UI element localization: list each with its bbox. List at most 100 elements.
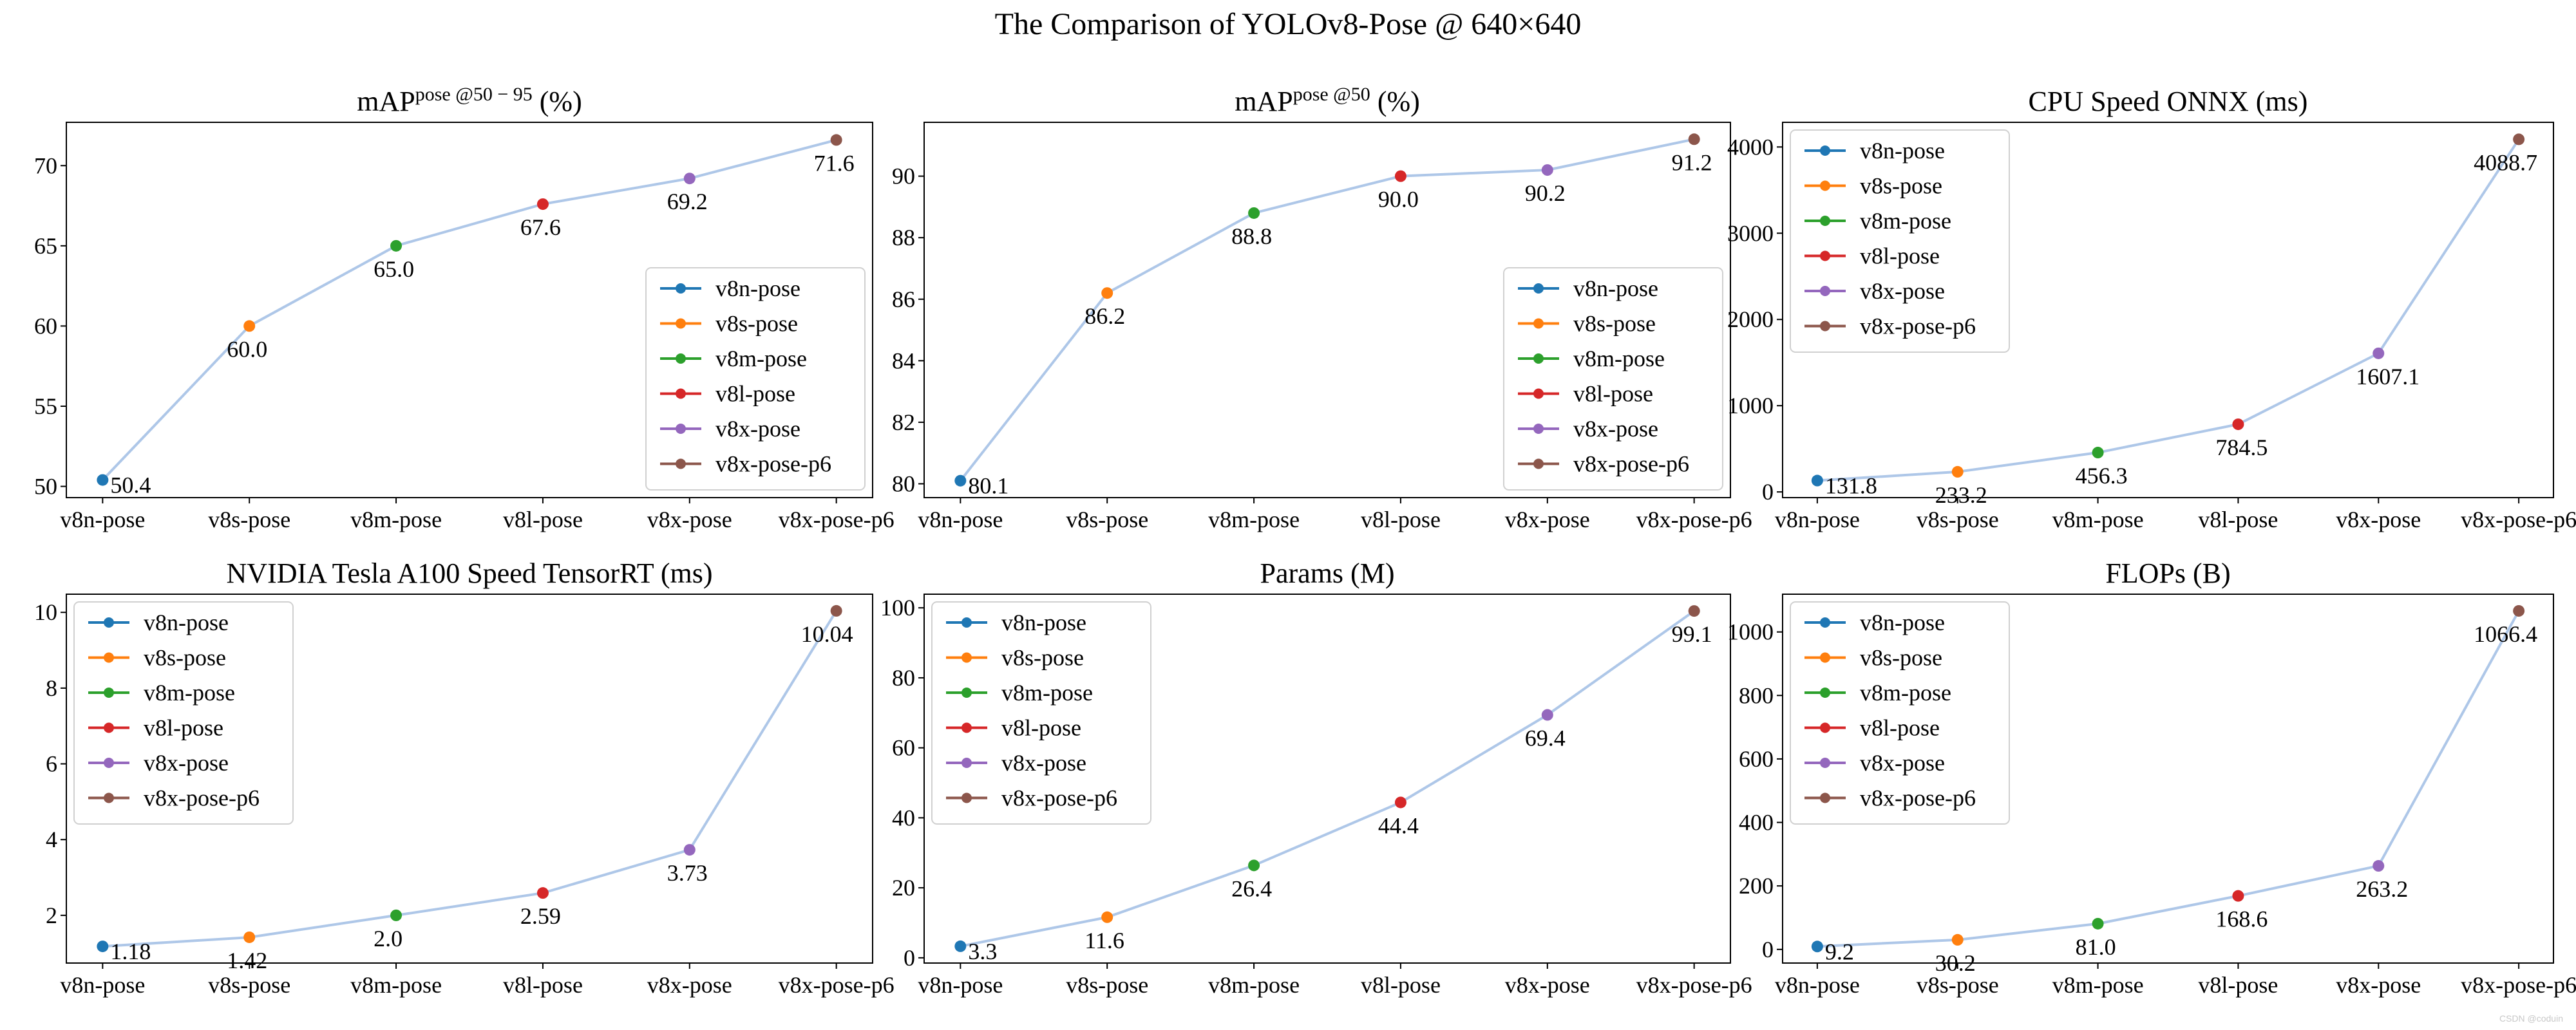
legend-item: v8l-pose (1518, 381, 1653, 407)
series-line (960, 610, 1695, 948)
legend: v8n-pose v8s-pose v8m-pose v8l-pose v8x-pose… (1503, 267, 1723, 491)
legend-swatch-marker (676, 388, 686, 399)
legend-swatch-marker (961, 652, 972, 663)
y-tick-label: 86 (892, 286, 915, 312)
x-tick-label: v8m-pose (350, 507, 442, 532)
legend-swatch-marker (1533, 424, 1544, 434)
data-label: 26.4 (1231, 876, 1272, 901)
legend-label: v8x-pose-p6 (1573, 451, 1689, 477)
legend-item: v8s-pose (1518, 311, 1656, 337)
legend-label: v8x-pose (1860, 750, 1945, 776)
data-point-v8s-pose (1101, 287, 1113, 299)
legend-swatch-marker (676, 353, 686, 364)
legend-swatch-marker (1820, 688, 1830, 698)
legend-label: v8s-pose (144, 645, 226, 671)
data-point-v8n-pose (954, 474, 967, 487)
data-point-v8s-pose (1101, 911, 1113, 923)
data-point-v8n-pose (97, 941, 109, 953)
x-tick-label: v8l-pose (1361, 507, 1441, 532)
legend-label: v8s-pose (1860, 645, 1942, 671)
data-label: 131.8 (1825, 473, 1877, 499)
data-point-v8m-pose (390, 239, 402, 252)
data-label: 456.3 (2076, 463, 2128, 489)
legend-swatch-marker (1820, 652, 1830, 663)
x-tick-label: v8x-pose-p6 (779, 972, 895, 998)
legend-item: v8m-pose (946, 680, 1093, 706)
x-tick-label: v8s-pose (1066, 507, 1148, 532)
x-tick-label: v8m-pose (350, 972, 442, 998)
data-label: 91.2 (1672, 149, 1712, 175)
legend-swatch-marker (961, 617, 972, 628)
x-tick-label: v8s-pose (1917, 972, 1999, 998)
legend-label: v8s-pose (715, 311, 798, 337)
legend-item: v8x-pose-p6 (1518, 451, 1689, 477)
legend: v8n-pose v8s-pose v8m-pose v8l-pose v8x-pose… (73, 601, 294, 825)
subplot-title: mAPpose @50 (%) (1235, 84, 1420, 117)
y-tick-label: 2000 (1727, 306, 1774, 332)
data-point-v8s-pose (243, 320, 256, 332)
x-tick-label: v8m-pose (2052, 507, 2144, 532)
x-tick-label: v8s-pose (1917, 507, 1999, 532)
data-point-v8x-pose-p6 (830, 604, 842, 617)
data-point-v8x-pose-p6 (2513, 133, 2525, 145)
series-line (102, 610, 838, 948)
legend-swatch-marker (961, 758, 972, 768)
legend-item: v8x-pose (1518, 416, 1658, 442)
x-tick-label: v8s-pose (208, 972, 290, 998)
x-tick-label: v8s-pose (1066, 972, 1148, 998)
data-label: 1607.1 (2356, 364, 2420, 389)
legend-item: v8n-pose (660, 276, 800, 301)
y-tick-label: 6 (46, 751, 57, 777)
y-tick-label: 50 (34, 474, 57, 500)
legend-label: v8m-pose (1860, 680, 1951, 706)
x-tick-label: v8x-pose (1505, 972, 1590, 998)
axes-frame (923, 594, 1731, 964)
data-label: 88.8 (1231, 223, 1272, 249)
y-tick-label: 60 (892, 735, 915, 761)
data-point-v8x-pose (1541, 709, 1553, 721)
legend: v8n-pose v8s-pose v8m-pose v8l-pose v8x-pose… (1790, 601, 2010, 825)
data-label: 1066.4 (2474, 621, 2537, 647)
legend-item: v8l-pose (88, 715, 223, 741)
legend-label: v8m-pose (1573, 346, 1665, 371)
data-point-v8n-pose (954, 940, 967, 952)
legend-item: v8l-pose (660, 381, 795, 407)
data-label: 86.2 (1084, 303, 1125, 329)
legend-label: v8x-pose-p6 (1860, 785, 1976, 811)
data-label: 3.73 (667, 860, 708, 886)
y-tick-label: 100 (880, 595, 915, 621)
y-tick-label: 200 (1739, 873, 1774, 899)
legend-label: v8s-pose (1001, 645, 1084, 671)
legend-label: v8n-pose (1860, 610, 1945, 635)
legend-label: v8n-pose (144, 610, 229, 635)
legend-label: v8x-pose (1573, 416, 1658, 442)
legend-item: v8n-pose (1804, 610, 1945, 635)
legend-label: v8m-pose (144, 680, 235, 706)
legend-swatch-marker (104, 652, 114, 663)
data-label: 233.2 (1935, 482, 1987, 508)
y-tick-label: 8 (46, 675, 57, 701)
legend-swatch-marker (1820, 792, 1830, 803)
y-tick-label: 2 (46, 903, 57, 928)
data-point-v8s-pose (1951, 933, 1964, 946)
x-tick-label: v8m-pose (1208, 507, 1300, 532)
legend-item: v8l-pose (946, 715, 1081, 741)
legend-swatch-marker (104, 617, 114, 628)
data-point-v8x-pose (2372, 347, 2385, 359)
axes-frame (1782, 594, 2554, 964)
legend-label: v8x-pose-p6 (1860, 314, 1976, 339)
legend-swatch-marker (104, 792, 114, 803)
legend-label: v8n-pose (1001, 610, 1086, 635)
y-tick-label: 800 (1739, 682, 1774, 708)
x-tick-label: v8x-pose-p6 (2461, 507, 2576, 532)
legend-swatch-marker (1533, 353, 1544, 364)
x-tick-label: v8n-pose (60, 972, 145, 998)
legend-label: v8x-pose (715, 416, 800, 442)
x-tick-label: v8l-pose (2198, 507, 2278, 532)
legend-label: v8x-pose-p6 (715, 451, 831, 477)
legend-item: v8m-pose (660, 346, 807, 371)
legend: v8n-pose v8s-pose v8m-pose v8l-pose v8x-pose… (645, 267, 866, 491)
data-point-v8x-pose-p6 (1688, 605, 1700, 617)
subplot-title-superscript: pose @50 (1293, 84, 1370, 105)
series-line (1817, 610, 2520, 948)
